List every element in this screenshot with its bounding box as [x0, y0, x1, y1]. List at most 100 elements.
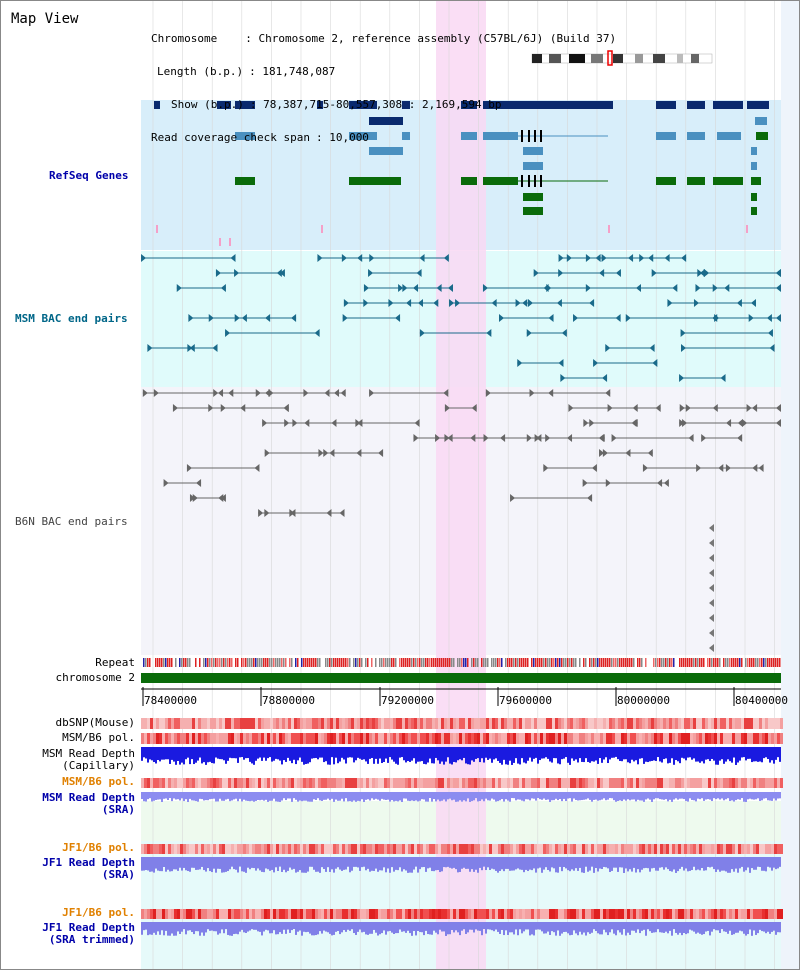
msm-depth-sra-bar — [355, 792, 357, 802]
jf1-b6-pol-heat-cell — [351, 844, 354, 854]
msm-depth-capillary-bar — [685, 747, 687, 761]
jf1-depth-trimmed-bar — [169, 922, 171, 936]
repeat-element — [745, 658, 747, 667]
jf1-depth-sra-bar — [377, 857, 379, 872]
jf1-depth-trimmed-bar — [685, 922, 687, 935]
msm-b6-pol-heat-cell — [192, 733, 195, 744]
repeat-element — [637, 658, 639, 667]
msm-depth-sra-bar — [737, 792, 739, 800]
msm-b6-pol-heat-cell — [522, 733, 525, 744]
msm-depth-capillary-bar — [539, 747, 541, 761]
jf1-depth-sra-bar — [503, 857, 505, 872]
dbsnp-heat-cell — [153, 718, 156, 729]
jf1-b6-pol-2-heat-cell — [486, 909, 489, 919]
dbsnp-heat-cell — [720, 718, 723, 729]
dbsnp-heat-cell — [588, 718, 591, 729]
jf1-b6-pol-2-heat-cell — [705, 909, 708, 919]
dbsnp-heat-cell — [252, 718, 255, 729]
jf1-depth-sra-bar — [749, 857, 751, 873]
msm-depth-sra-bar — [163, 792, 165, 799]
repeat-element — [391, 658, 393, 667]
msm-bac-pair-end — [776, 269, 781, 277]
msm-b6-pol-heat-cell — [360, 733, 363, 744]
repeat-element — [451, 658, 453, 667]
jf1-depth-sra-bar — [535, 857, 537, 873]
repeat-element — [611, 658, 613, 667]
msm-b6-pol-sra-heat-cell — [525, 778, 528, 788]
jf1-depth-sra-bar — [223, 857, 225, 873]
jf1-depth-trimmed-bar — [389, 922, 391, 931]
msm-depth-sra-bar — [443, 792, 445, 800]
jf1-b6-pol-2-heat-cell — [483, 909, 486, 919]
jf1-b6-pol-2-heat-cell — [657, 909, 660, 919]
jf1-depth-trimmed-bar — [437, 922, 439, 935]
msm-depth-sra-bar — [251, 792, 253, 801]
jf1-b6-pol-2-heat-cell — [327, 909, 330, 919]
msm-b6-pol-heat-cell — [741, 733, 744, 744]
msm-b6-pol-sra-heat-cell — [435, 778, 438, 788]
msm-depth-capillary-bar — [281, 747, 283, 765]
msm-depth-sra-bar — [195, 792, 197, 802]
jf1-b6-pol-heat-cell — [597, 844, 600, 854]
repeat-element — [419, 658, 421, 667]
track-label-msm-bac[interactable]: MSM BAC end pairs — [15, 312, 128, 325]
repeat-element — [555, 658, 557, 667]
show-value: : 78,387,715-80,557,308 : 2,169,594 bp — [249, 98, 502, 111]
msm-b6-pol-heat-cell — [378, 733, 381, 744]
msm-depth-sra-bar — [749, 792, 751, 799]
jf1-depth-trimmed-bar — [257, 922, 259, 932]
msm-depth-capillary-bar — [449, 747, 451, 764]
msm-depth-capillary-bar — [759, 747, 761, 762]
jf1-depth-trimmed-bar — [387, 922, 389, 932]
msm-depth-sra-bar — [537, 792, 539, 799]
jf1-depth-trimmed-bar — [745, 922, 747, 936]
msm-depth-sra-bar — [595, 792, 597, 800]
msm-b6-pol-sra-heat-cell — [354, 778, 357, 788]
jf1-b6-pol-heat-cell — [699, 844, 702, 854]
msm-bac-pair-end — [599, 269, 605, 277]
jf1-b6-pol-2-heat-cell — [636, 909, 639, 919]
jf1-depth-trimmed-bar — [705, 922, 707, 932]
repeat-element — [403, 658, 405, 667]
repeat-element — [561, 658, 563, 667]
repeat-element — [165, 658, 167, 667]
b6n-bac-pair-end — [776, 404, 781, 412]
jf1-b6-pol-heat-cell — [534, 844, 537, 854]
jf1-b6-pol-2-heat-cell — [582, 909, 585, 919]
b6n-bac-pair-end — [725, 464, 731, 472]
jf1-depth-trimmed-bar — [563, 922, 565, 932]
dbsnp-heat-cell — [270, 718, 273, 729]
msm-depth-capillary-bar — [737, 747, 739, 763]
repeat-element — [453, 658, 455, 667]
msm-depth-capillary-bar — [443, 747, 445, 765]
jf1-depth-sra-bar — [573, 857, 575, 871]
jf1-b6-pol-2-heat-cell — [255, 909, 258, 919]
dbsnp-heat-cell — [192, 718, 195, 729]
jf1-depth-sra-bar — [757, 857, 759, 867]
jf1-b6-pol-heat-cell — [738, 844, 741, 854]
msm-depth-capillary-bar — [349, 747, 351, 758]
jf1-depth-sra-bar — [621, 857, 623, 868]
jf1-b6-pol-heat-cell — [270, 844, 273, 854]
jf1-b6-pol-2-heat-cell — [297, 909, 300, 919]
repeat-element — [335, 658, 337, 667]
dbsnp-heat-cell — [246, 718, 249, 729]
track-label-b6n-bac[interactable]: B6N BAC end pairs — [15, 515, 128, 528]
msm-depth-sra-bar — [533, 792, 535, 799]
track-label-refseq[interactable]: RefSeq Genes — [49, 169, 129, 182]
jf1-b6-pol-heat-cell — [681, 844, 684, 854]
jf1-depth-trimmed-bar — [371, 922, 373, 934]
msm-b6-pol-heat-cell — [426, 733, 429, 744]
msm-depth-sra-bar — [215, 792, 217, 802]
msm-bac-pair-end — [443, 254, 449, 262]
jf1-depth-sra-bar — [233, 857, 235, 870]
jf1-depth-trimmed-bar — [595, 922, 597, 932]
jf1-b6-pol-heat-cell — [141, 844, 144, 854]
msm-b6-pol-sra-heat-cell — [561, 778, 564, 788]
msm-b6-pol-heat-cell — [216, 733, 219, 744]
jf1-depth-trimmed-bar — [493, 922, 495, 932]
jf1-b6-pol-2-heat-cell — [654, 909, 657, 919]
msm-depth-capillary-bar — [509, 747, 511, 761]
b6n-bac-pair-end — [605, 389, 611, 397]
